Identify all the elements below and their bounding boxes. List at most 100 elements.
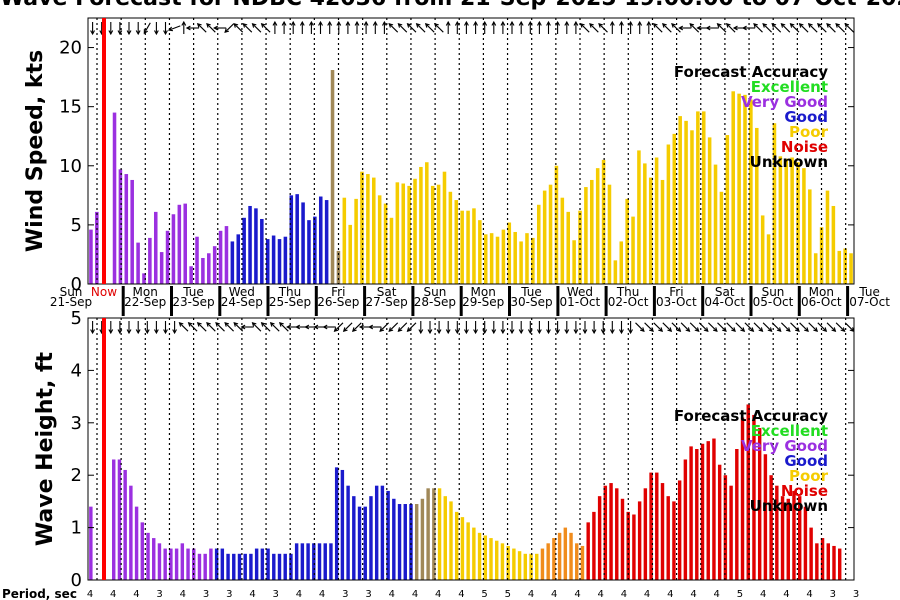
day-separator (314, 286, 318, 316)
direction-arrowhead (591, 329, 597, 335)
direction-arrowhead (309, 20, 314, 26)
direction-arrow (407, 322, 417, 332)
period-value: 5 (505, 589, 511, 600)
wave-bar (615, 488, 619, 580)
wind-bar (578, 210, 582, 284)
wind-bar (142, 273, 146, 284)
wave-bar (632, 514, 636, 580)
wind-bar (224, 226, 229, 284)
wind-bar (501, 229, 506, 284)
legend-entry: Very Good (741, 437, 828, 455)
wind-bar (548, 184, 553, 284)
wind-bar (318, 196, 323, 284)
now-marker: Now (91, 18, 117, 580)
wind-bar (442, 171, 447, 284)
direction-arrowhead (649, 327, 654, 333)
direction-arrowhead (397, 327, 403, 333)
wind-bar (366, 174, 370, 284)
direction-arrow (835, 23, 845, 33)
wave-bar (363, 506, 367, 580)
wind-bar (342, 197, 347, 284)
direction-arrow (635, 322, 645, 332)
wind-bar (436, 184, 441, 284)
direction-arrowhead (351, 327, 357, 333)
wave-bar (437, 488, 442, 580)
direction-arrowhead (600, 329, 606, 335)
period-value: 4 (714, 589, 720, 600)
day-separator (411, 286, 415, 316)
direction-arrowhead (313, 324, 319, 330)
wind-bar (531, 237, 535, 284)
period-value: 4 (319, 589, 325, 600)
wind-bar (737, 93, 741, 284)
legend-entry: Unknown (750, 153, 828, 171)
direction-arrowhead (117, 30, 123, 36)
y-tick-label: 10 (59, 156, 82, 177)
day-name-label: Fri (669, 285, 683, 299)
wind-bar (407, 185, 411, 284)
wind-bar (766, 234, 771, 284)
direction-arrowhead (196, 321, 202, 327)
direction-arrowhead (433, 22, 439, 28)
direction-arrowhead (178, 321, 184, 327)
wave-bar (603, 485, 608, 580)
period-value: 5 (481, 589, 487, 600)
date-label: 06-Oct (801, 295, 842, 309)
wave-bar (540, 548, 545, 580)
wave-bar (752, 414, 756, 580)
direction-arrowhead (415, 22, 421, 28)
wind-bar (430, 185, 435, 284)
direction-arrowhead (667, 327, 673, 333)
wind-bar (195, 236, 199, 284)
wind-bar (254, 208, 258, 284)
wind-bar (560, 197, 565, 284)
wind-bar (165, 230, 170, 284)
wind-bar (819, 227, 824, 284)
wave-bar (117, 459, 122, 580)
direction-arrowhead (835, 22, 841, 28)
direction-arrowhead (652, 22, 658, 28)
wave-bar (220, 548, 225, 580)
wave-bar (380, 485, 385, 580)
now-line-bottom (102, 318, 106, 580)
direction-arrowhead (354, 20, 360, 26)
direction-arrowhead (555, 329, 560, 335)
period-value: 4 (87, 589, 93, 600)
direction-arrowhead (619, 329, 624, 335)
direction-arrowhead (589, 22, 594, 28)
direction-arrowhead (758, 327, 764, 333)
wave-bar (483, 535, 488, 580)
direction-arrow (826, 23, 836, 33)
wave-bar (706, 441, 710, 580)
wind-bar (678, 116, 682, 285)
wind-bar (413, 178, 417, 284)
direction-arrowhead (771, 22, 777, 28)
wind-bar (837, 250, 842, 284)
direction-arrow (215, 322, 225, 332)
direction-arrowhead (564, 20, 570, 26)
period-value: 4 (249, 589, 255, 600)
wave-bar (649, 472, 653, 580)
direction-arrowhead (135, 30, 141, 36)
wave-bar (740, 417, 745, 580)
direction-arrowhead (762, 22, 768, 28)
direction-arrowhead (789, 22, 795, 28)
direction-arrowhead (327, 20, 333, 26)
wave-bar (580, 545, 585, 580)
direction-arrow (689, 23, 700, 33)
wind-plot-frame (87, 17, 855, 285)
direction-arrowhead (196, 22, 202, 28)
direction-arrowhead (206, 22, 211, 28)
direction-arrowhead (712, 327, 718, 333)
wind-bar (183, 203, 187, 284)
wind-bar (672, 133, 677, 284)
wind-bar (713, 164, 718, 284)
direction-arrow (224, 322, 234, 332)
direction-arrowhead (215, 321, 220, 327)
wave-bar (260, 548, 265, 580)
wind-bar (389, 217, 394, 284)
direction-arrow (698, 322, 709, 332)
direction-arrow (352, 322, 362, 332)
wind-bars (89, 70, 853, 285)
